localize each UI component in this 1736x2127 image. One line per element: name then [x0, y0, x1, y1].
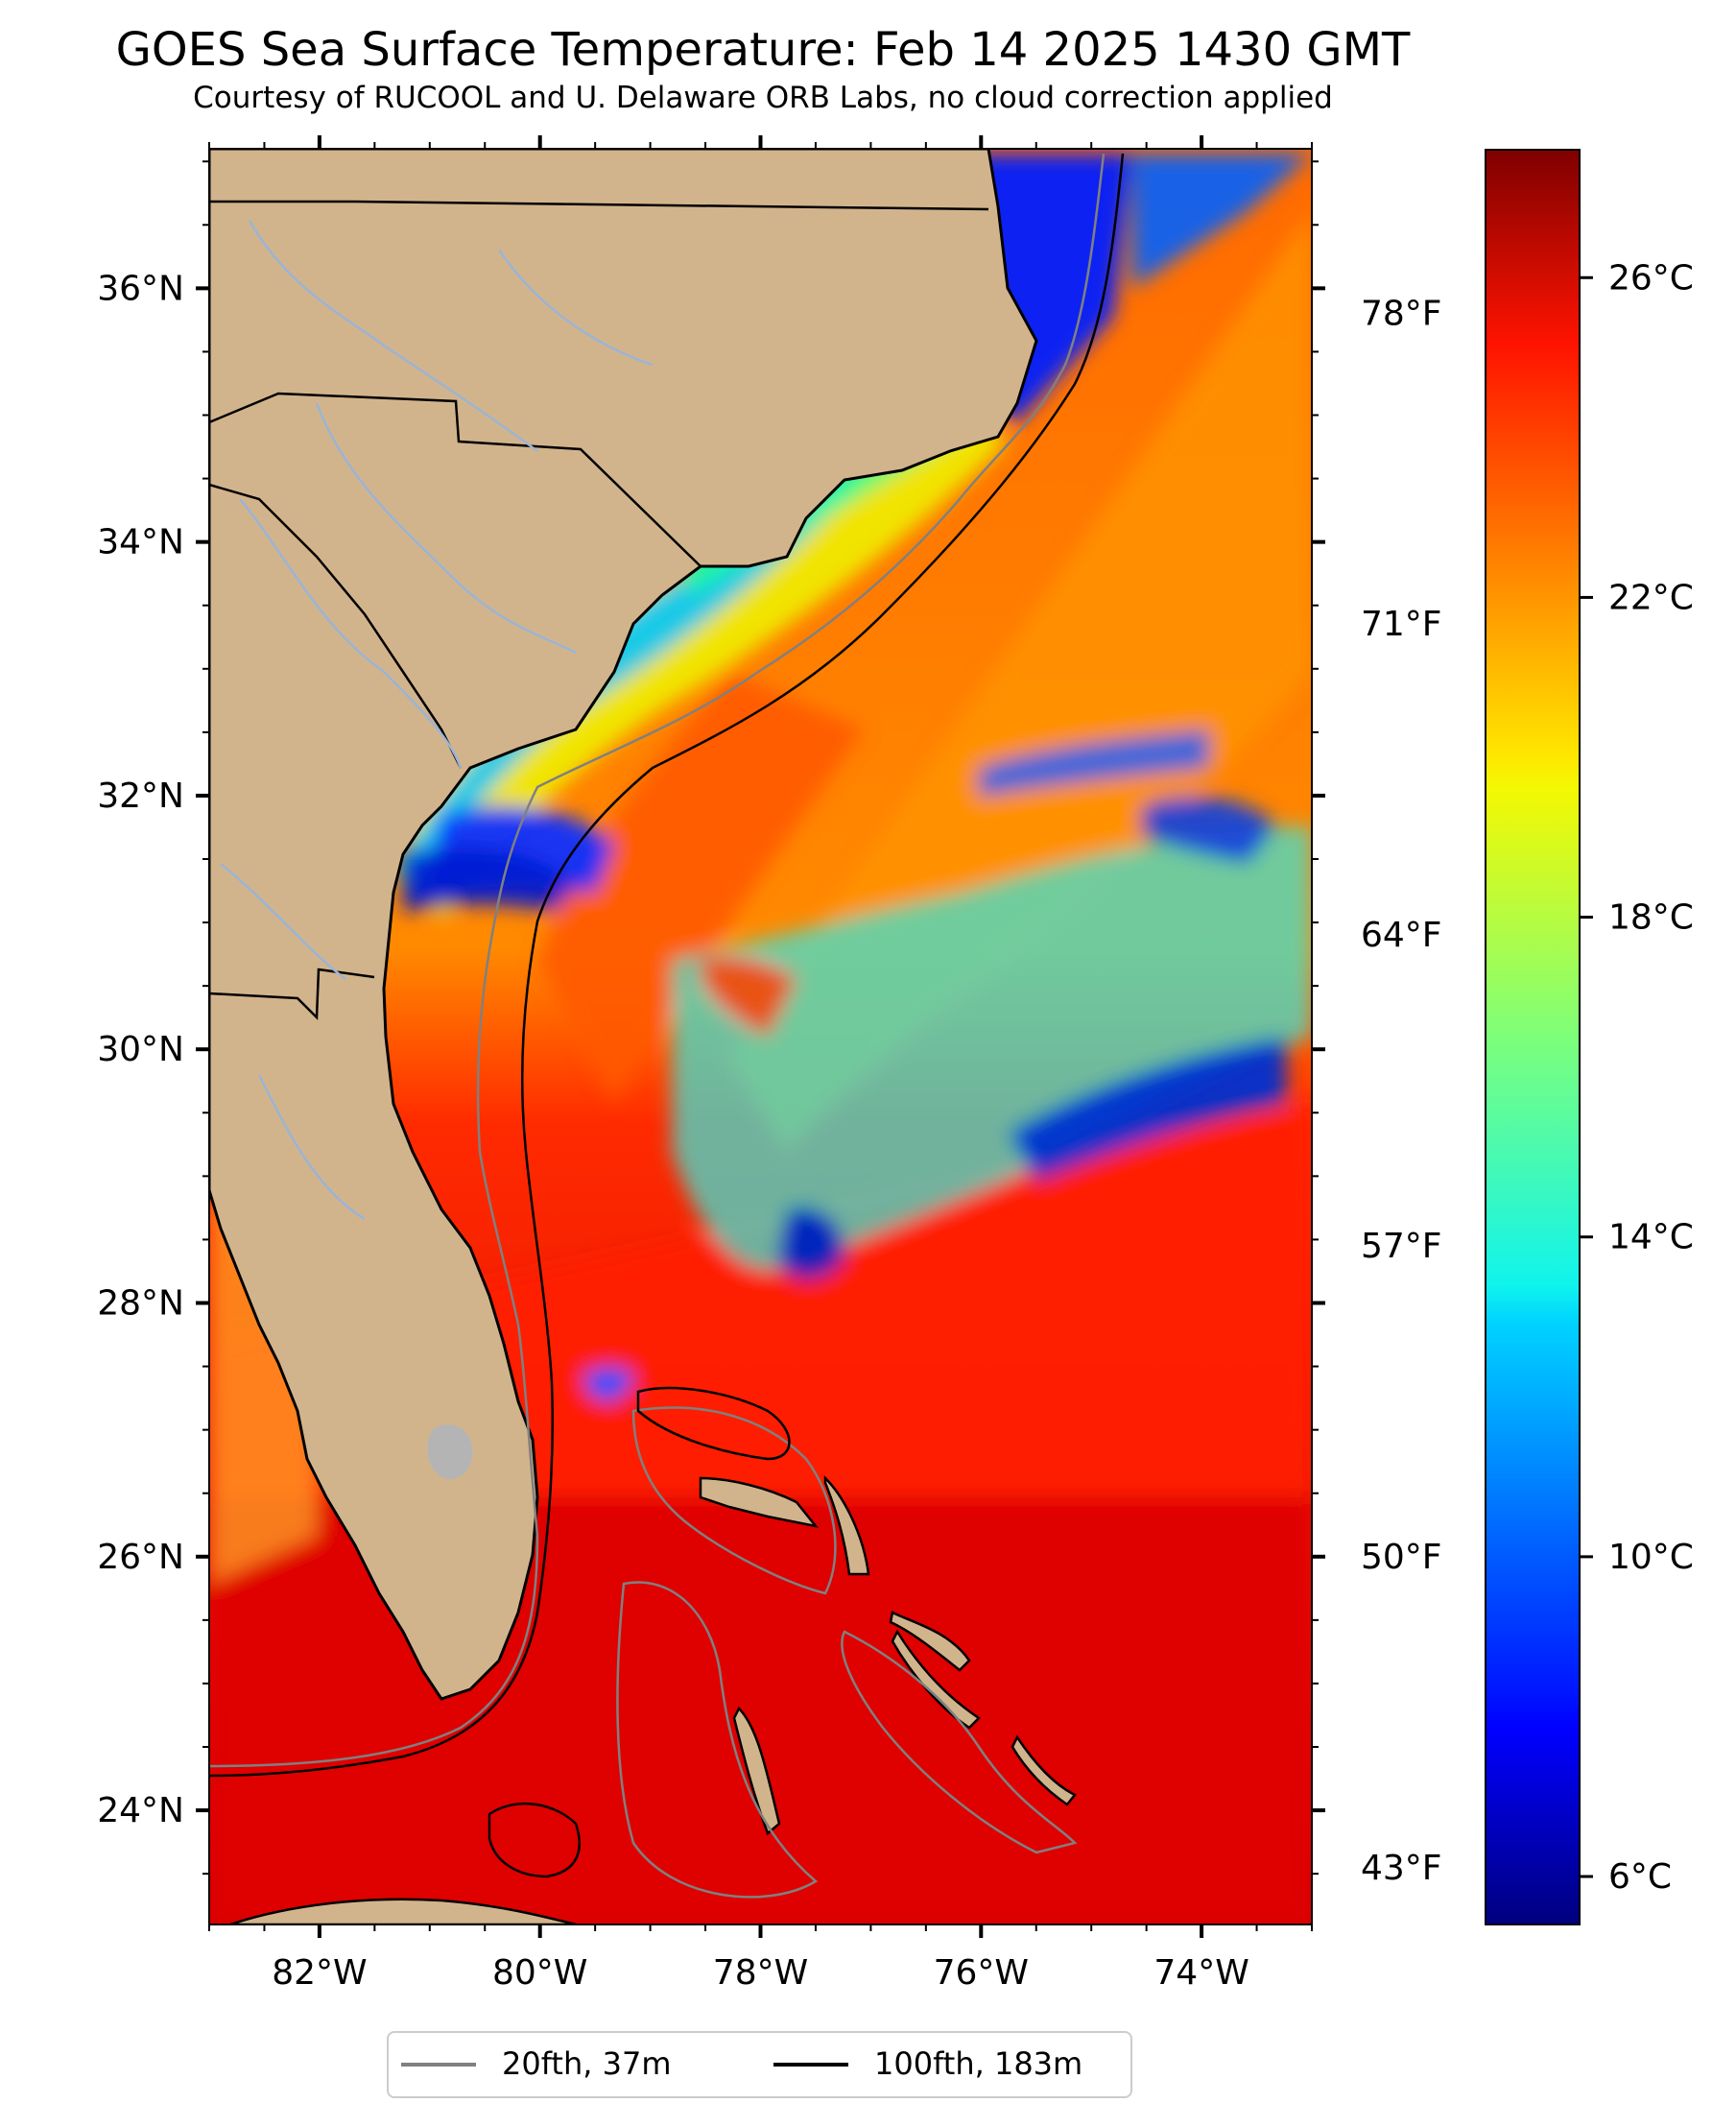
colorbar-tick-label: 18°C: [1608, 898, 1694, 938]
isobath-100fth: [209, 153, 1125, 1878]
fahrenheit-tick-label: 50°F: [1361, 1538, 1442, 1577]
fahrenheit-tick-label: 64°F: [1361, 916, 1442, 955]
lat-tick-label: 30°N: [97, 1030, 184, 1069]
land-bahamas: [699, 1474, 1077, 1836]
colorbar-tick-label: 22°C: [1608, 578, 1694, 617]
land-cuba: [229, 1898, 577, 1924]
colorbar-tick-label: 14°C: [1608, 1218, 1694, 1257]
fahrenheit-tick-label: 43°F: [1361, 1849, 1442, 1888]
fahrenheit-axis: 78°F 71°F 64°F 57°F 50°F 43°F: [1361, 294, 1442, 1887]
colorbar-axis: 26°C 22°C 18°C 14°C 10°C 6°C: [1580, 258, 1694, 1897]
rivers: [220, 220, 654, 1221]
lat-tick-label: 32°N: [97, 777, 184, 816]
lon-tick-label: 74°W: [1153, 1953, 1248, 1993]
lon-tick-label: 82°W: [272, 1953, 367, 1993]
fahrenheit-tick-label: 57°F: [1361, 1227, 1442, 1266]
colorbar-tick-label: 26°C: [1608, 258, 1694, 298]
isobath-20fth: [209, 153, 1106, 1899]
lat-tick-label: 26°N: [97, 1538, 184, 1577]
lat-tick-label: 36°N: [97, 269, 184, 308]
legend-label-20fth: 20fth, 37m: [502, 2045, 671, 2082]
map-title: GOES Sea Surface Temperature: Feb 14 202…: [116, 23, 1411, 77]
colorbar-tick-label: 10°C: [1608, 1538, 1694, 1577]
lake-okeechobee: [427, 1424, 473, 1479]
isobath-legend: 20fth, 37m 100fth, 183m: [387, 2031, 1132, 2098]
lon-tick-label: 80°W: [492, 1953, 587, 1993]
legend-box: [387, 2031, 1132, 2098]
longitude-axis: 82°W 80°W 78°W 76°W 74°W: [208, 135, 1313, 1993]
fahrenheit-tick-label: 71°F: [1361, 605, 1442, 644]
land-southeast-us: [209, 149, 1038, 1701]
fahrenheit-tick-label: 78°F: [1361, 294, 1442, 333]
lat-tick-label: 34°N: [97, 523, 184, 562]
colorbar-tick-label: 6°C: [1608, 1857, 1672, 1897]
legend-label-100fth: 100fth, 183m: [874, 2045, 1082, 2082]
colorbar: [1485, 149, 1581, 1925]
lon-tick-label: 78°W: [713, 1953, 808, 1993]
map-subtitle: Courtesy of RUCOOL and U. Delaware ORB L…: [193, 81, 1333, 115]
lon-tick-label: 76°W: [934, 1953, 1029, 1993]
latitude-axis: 36°N 34°N 32°N 30°N 28°N 26°N 24°N: [97, 160, 1325, 1876]
lat-tick-label: 28°N: [97, 1284, 184, 1324]
map-panel: [209, 149, 1312, 1924]
lat-tick-label: 24°N: [97, 1791, 184, 1830]
